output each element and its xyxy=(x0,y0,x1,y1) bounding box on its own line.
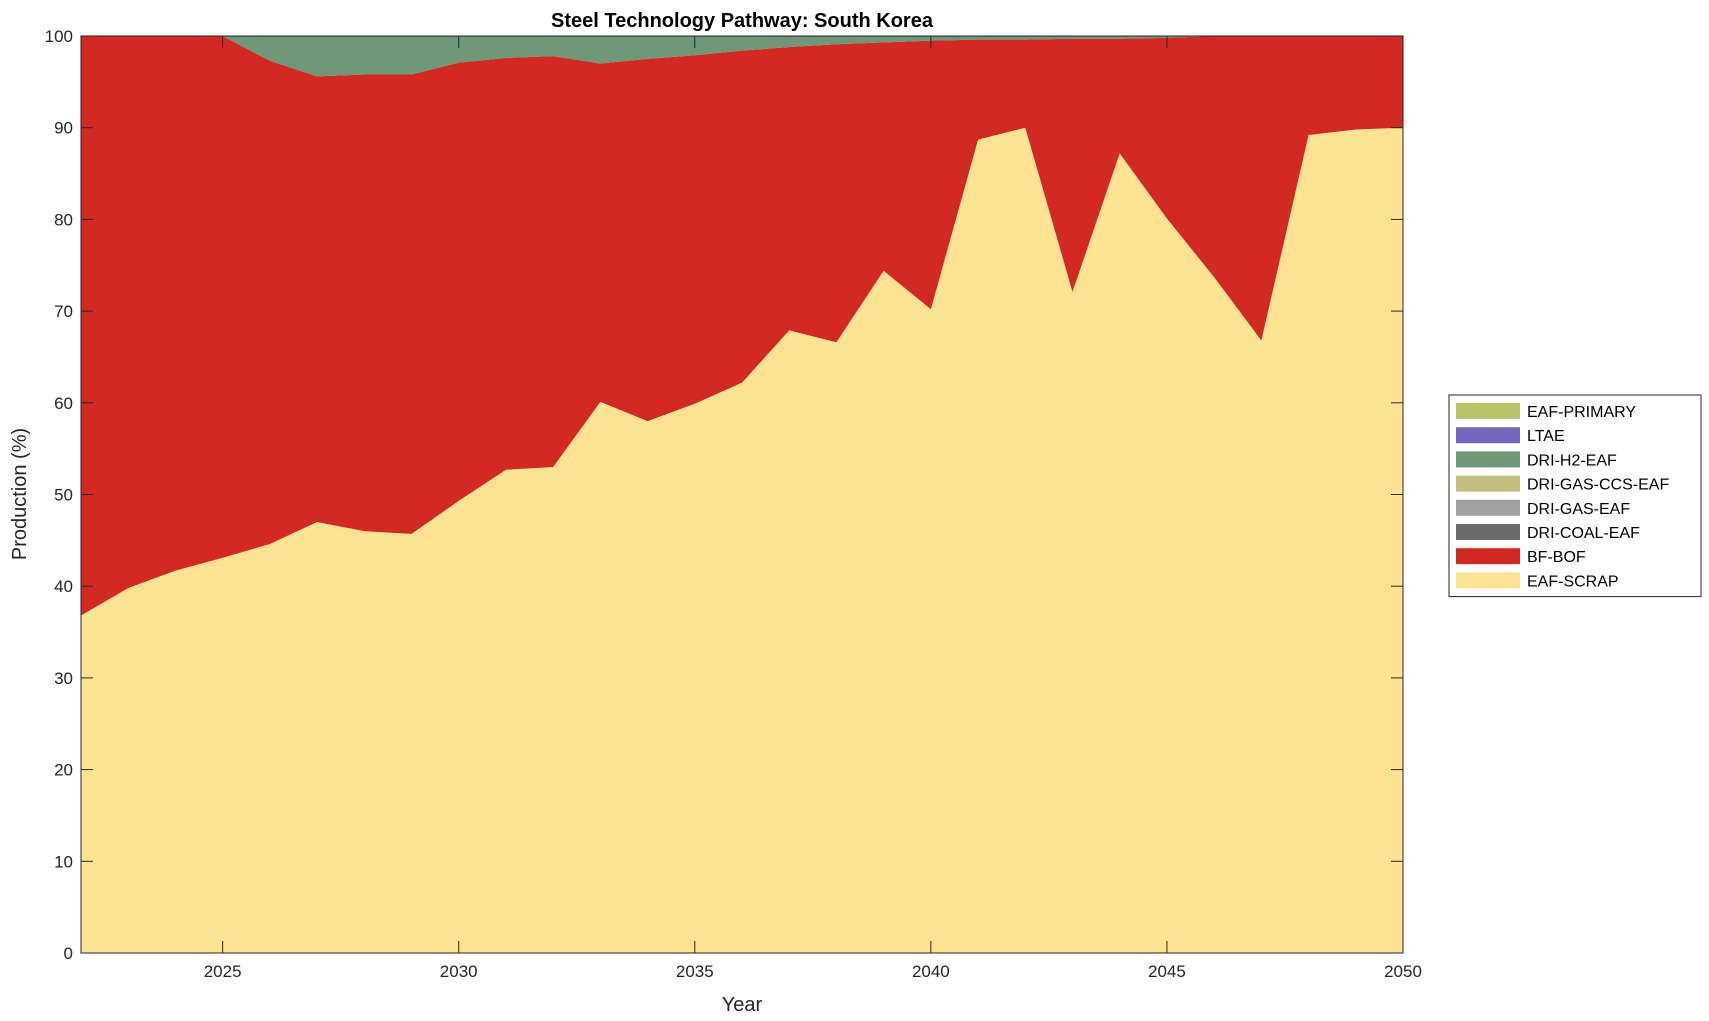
y-tick-label: 90 xyxy=(54,119,73,138)
area-eaf-scrap xyxy=(81,127,1403,953)
legend-swatch-dri-h2-eaf xyxy=(1456,451,1520,468)
legend-swatch-ltae xyxy=(1456,427,1520,444)
legend-label-dri-gas-ccs-eaf: DRI-GAS-CCS-EAF xyxy=(1527,477,1669,494)
legend-swatch-dri-gas-eaf xyxy=(1456,499,1520,516)
y-axis-label: Production (%) xyxy=(9,428,31,560)
legend-label-ltae: LTAE xyxy=(1527,428,1565,445)
y-tick-label: 20 xyxy=(54,761,73,780)
y-tick-label: 10 xyxy=(54,852,73,871)
legend-swatch-dri-coal-eaf xyxy=(1456,524,1520,540)
y-tick-label: 30 xyxy=(54,669,73,688)
legend: EAF-PRIMARY LTAE DRI-H2-EAF DRI-GAS-CCS-EAF… xyxy=(1448,394,1702,598)
legend-swatch-eaf-primary xyxy=(1456,403,1520,419)
x-axis: 2025 2030 2035 2040 2045 2050 xyxy=(204,36,1422,981)
legend-swatch-eaf-scrap xyxy=(1456,572,1520,589)
legend-label-bf-bof: BF-BOF xyxy=(1527,549,1586,566)
y-tick-label: 50 xyxy=(54,486,73,505)
legend-swatch-dri-gas-ccs-eaf xyxy=(1456,475,1520,492)
area-layers xyxy=(81,36,1403,953)
legend-label-eaf-scrap: EAF-SCRAP xyxy=(1527,573,1619,590)
legend-label-dri-gas-eaf: DRI-GAS-EAF xyxy=(1527,501,1630,518)
legend-label-dri-h2-eaf: DRI-H2-EAF xyxy=(1527,452,1617,469)
y-tick-label: 80 xyxy=(54,210,73,229)
y-tick-label: 70 xyxy=(54,302,73,321)
y-tick-label: 40 xyxy=(54,577,73,596)
x-tick-label: 2025 xyxy=(204,962,242,981)
area-dri-h2-eaf xyxy=(81,36,1403,77)
legend-label-dri-coal-eaf: DRI-COAL-EAF xyxy=(1527,525,1640,542)
x-tick-label: 2035 xyxy=(676,962,714,981)
legend-swatch-bf-bof xyxy=(1456,548,1520,565)
x-tick-label: 2040 xyxy=(912,962,950,981)
x-axis-label: Year xyxy=(722,994,763,1016)
chart-title: Steel Technology Pathway: South Korea xyxy=(551,10,934,32)
y-tick-label: 100 xyxy=(45,27,73,46)
x-tick-label: 2045 xyxy=(1148,962,1186,981)
x-tick-label: 2050 xyxy=(1384,962,1422,981)
y-tick-label: 0 xyxy=(64,944,73,963)
y-tick-label: 60 xyxy=(54,394,73,413)
legend-box xyxy=(1448,394,1702,598)
x-tick-label: 2030 xyxy=(440,962,478,981)
legend-label-eaf-primary: EAF-PRIMARY xyxy=(1527,404,1636,421)
area-bf-bof xyxy=(81,36,1403,616)
y-axis: 0 10 20 30 40 50 60 70 80 90 100 xyxy=(45,27,1403,963)
